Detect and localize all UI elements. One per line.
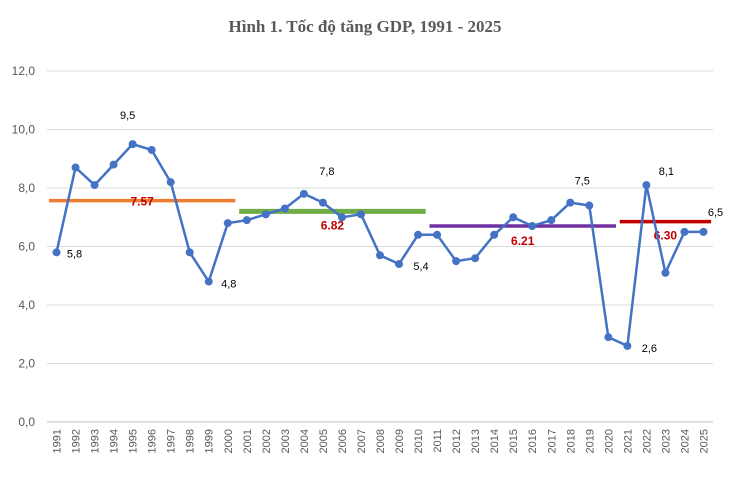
- x-tick-label: 1996: [147, 429, 159, 453]
- x-tick-label: 1993: [90, 429, 102, 453]
- data-point: [623, 341, 632, 350]
- x-tick-label: 2012: [451, 429, 463, 453]
- x-tick-label: 2000: [223, 429, 235, 453]
- x-tick-label: 2024: [679, 429, 691, 453]
- y-axis-tick-labels: 0,0 2,0 4,0 6,0 8,0 10,0 12,0: [12, 64, 36, 429]
- data-point: [452, 257, 461, 266]
- point-label: 9,5: [120, 110, 135, 122]
- data-point: [699, 227, 708, 236]
- data-point: [680, 227, 689, 236]
- gdp-series: [52, 140, 708, 350]
- x-tick-label: 1997: [166, 429, 178, 453]
- x-tick-label: 2008: [375, 429, 387, 453]
- point-label: 2,6: [642, 343, 657, 355]
- data-point: [128, 140, 137, 149]
- x-tick-label: 2007: [356, 429, 368, 453]
- gridlines: [47, 70, 713, 423]
- data-point: [585, 201, 594, 210]
- x-tick-label: 2003: [280, 429, 292, 453]
- x-tick-label: 2025: [698, 429, 710, 453]
- period-average-lines: 7.57 6.82 6.21 6.30: [48, 195, 712, 248]
- x-tick-label: 2001: [242, 429, 254, 453]
- x-tick-label: 2010: [413, 429, 425, 453]
- x-tick-label: 1998: [185, 429, 197, 453]
- point-label: 8,1: [659, 166, 674, 178]
- data-point: [204, 277, 213, 286]
- x-tick-label: 1999: [204, 429, 216, 453]
- x-tick-label: 2018: [565, 429, 577, 453]
- data-point: [376, 251, 384, 260]
- average-label: 7.57: [130, 195, 154, 209]
- point-label: 5,4: [413, 261, 428, 273]
- data-point: [261, 210, 270, 219]
- x-tick-label: 2016: [527, 429, 539, 453]
- data-point: [528, 222, 537, 231]
- x-tick-label: 2009: [394, 429, 406, 453]
- data-point: [509, 213, 518, 222]
- x-tick-label: 1995: [128, 429, 140, 453]
- y-tick-label: 4,0: [18, 298, 35, 312]
- data-point: [566, 198, 575, 207]
- series-line: [55, 142, 704, 348]
- y-tick-label: 2,0: [18, 357, 35, 371]
- x-tick-label: 2002: [261, 429, 273, 453]
- x-axis-tick-labels: 1991 1992 1993 1994 1995 1996 1997 1998 1999 2000…: [52, 429, 711, 453]
- y-tick-label: 10,0: [12, 123, 36, 137]
- data-point: [52, 248, 61, 257]
- data-point: [337, 213, 346, 222]
- x-tick-label: 2006: [337, 429, 349, 453]
- data-point: [109, 160, 118, 169]
- data-point: [318, 198, 327, 207]
- point-label: 4,8: [221, 279, 236, 291]
- average-label: 6.82: [321, 218, 345, 232]
- data-point: [356, 210, 365, 219]
- data-point: [166, 178, 175, 187]
- x-tick-label: 2021: [622, 429, 634, 453]
- data-point: [299, 189, 308, 198]
- average-label: 6.21: [511, 234, 535, 248]
- x-tick-label: 1991: [52, 429, 64, 453]
- data-point: [185, 248, 194, 257]
- data-point: [471, 254, 480, 263]
- point-label: 6,5: [708, 207, 723, 219]
- y-tick-label: 0,0: [18, 415, 35, 429]
- x-tick-label: 2020: [603, 429, 615, 453]
- point-label: 5,8: [67, 248, 82, 260]
- data-point: [433, 230, 442, 239]
- data-point: [414, 230, 423, 239]
- point-label: 7,8: [319, 166, 334, 178]
- x-tick-label: 2023: [660, 429, 672, 453]
- x-tick-label: 2022: [641, 429, 653, 453]
- data-point: [90, 181, 99, 190]
- data-point: [661, 268, 670, 277]
- y-tick-label: 12,0: [12, 64, 36, 78]
- x-tick-label: 2013: [470, 429, 482, 453]
- x-tick-label: 1994: [109, 429, 121, 453]
- data-point: [223, 219, 232, 228]
- x-tick-label: 2011: [432, 429, 444, 453]
- chart-title: Hình 1. Tốc độ tăng GDP, 1991 - 2025: [229, 17, 502, 36]
- x-tick-label: 1992: [71, 429, 83, 453]
- x-tick-label: 2014: [489, 429, 501, 453]
- data-point: [642, 181, 651, 190]
- data-point: [395, 260, 404, 269]
- x-tick-label: 2017: [546, 429, 558, 453]
- data-point: [242, 216, 251, 225]
- y-tick-label: 6,0: [18, 240, 35, 254]
- data-labels: 5,8 9,5 4,8 7,8 5,4 7,5 2,6 8,1 6,5: [67, 110, 723, 355]
- x-tick-label: 2019: [584, 429, 596, 453]
- data-point: [147, 145, 156, 154]
- point-label: 7,5: [575, 176, 590, 188]
- data-point: [490, 230, 499, 239]
- x-tick-label: 2004: [299, 429, 311, 453]
- average-label: 6.30: [654, 229, 678, 243]
- data-point: [280, 204, 289, 213]
- data-point: [547, 216, 556, 225]
- y-tick-label: 8,0: [18, 181, 35, 195]
- x-tick-label: 2005: [318, 429, 330, 453]
- data-point: [71, 163, 80, 172]
- x-tick-label: 2015: [508, 429, 520, 453]
- data-point: [604, 333, 613, 342]
